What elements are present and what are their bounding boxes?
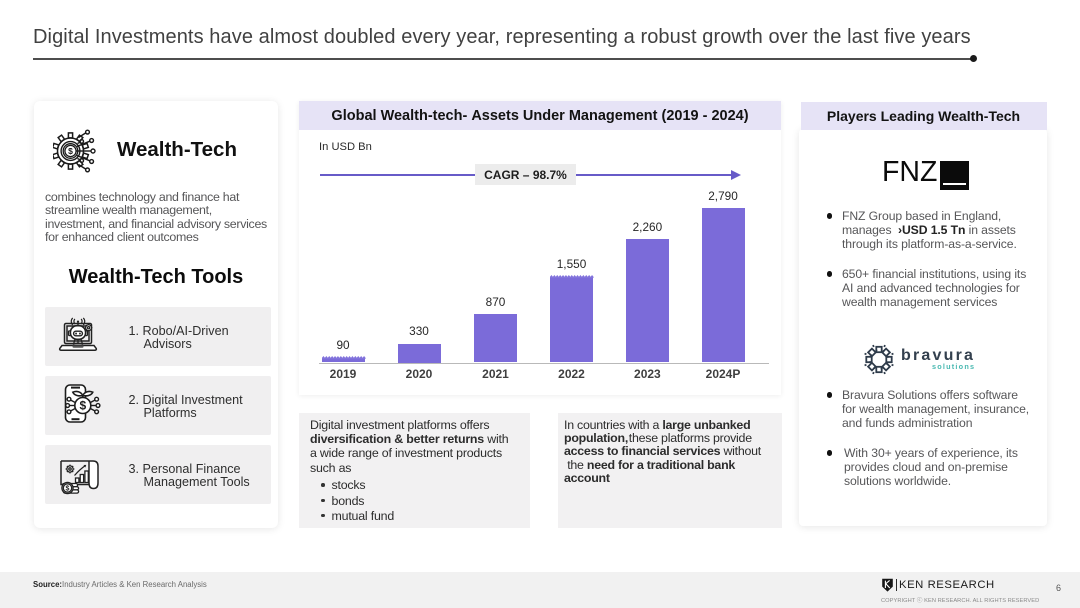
svg-text:$: $ — [79, 399, 86, 413]
svg-text:$: $ — [65, 486, 69, 493]
svg-text:$: $ — [68, 146, 73, 156]
